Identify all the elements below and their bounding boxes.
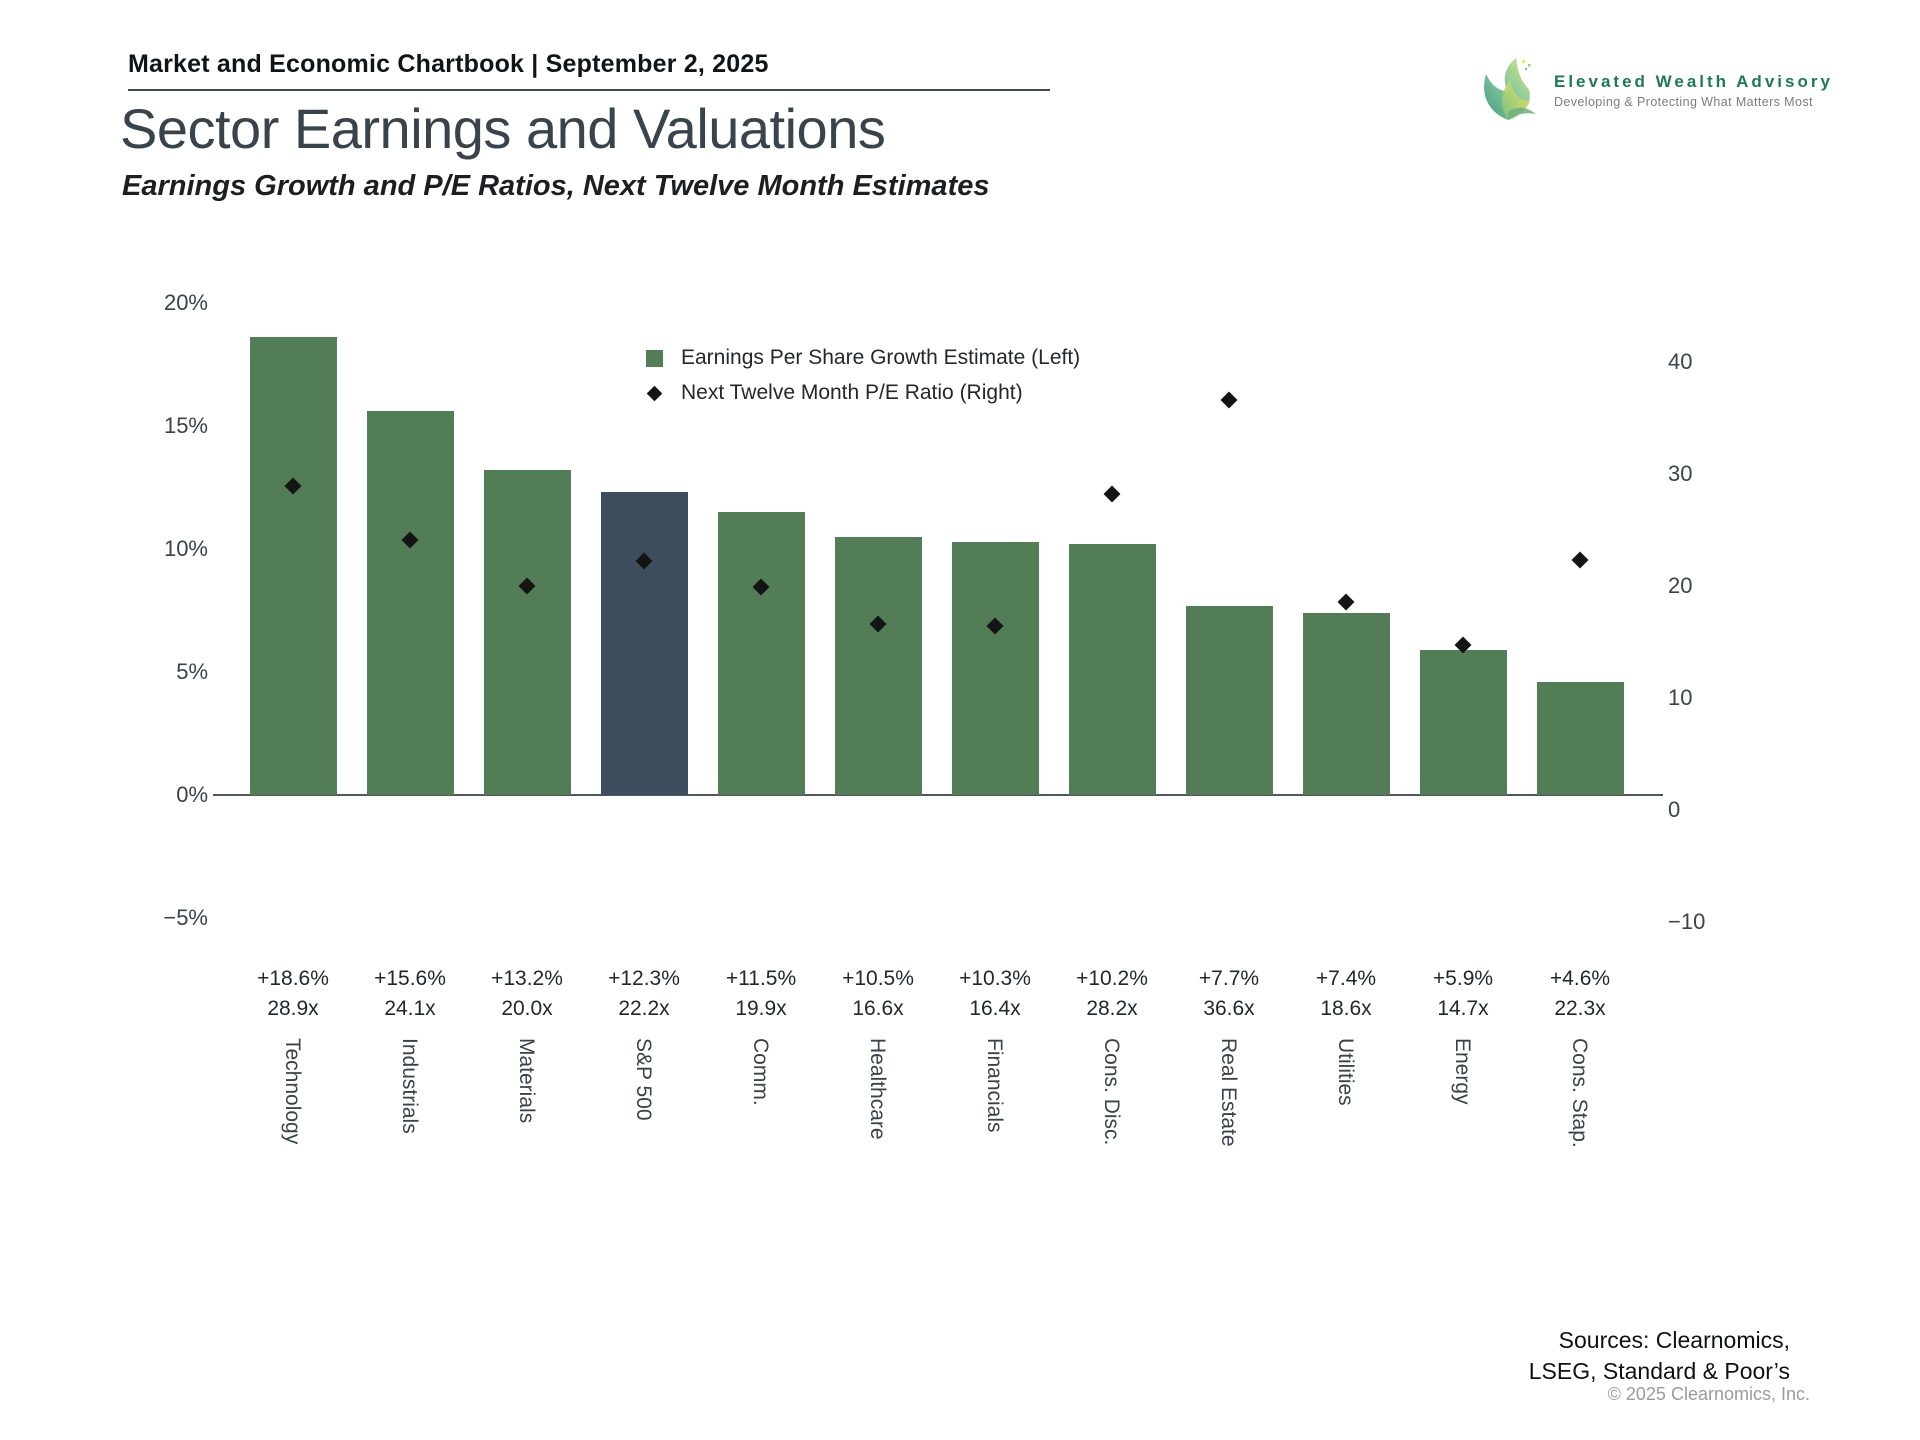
value-labels-technology: +18.6% 28.9x [228, 964, 358, 1024]
pe-value-label: 28.2x [1086, 997, 1138, 1020]
left-axis-tick-label: −5% [163, 905, 208, 930]
pe-diamond-real-estate [1220, 391, 1238, 409]
left-axis-tick-label: 20% [163, 290, 208, 315]
chartbook-header: Market and Economic Chartbook | Septembe… [128, 50, 769, 78]
sources-text: Sources: Clearnomics, LSEG, Standard & P… [1190, 1325, 1790, 1387]
pe-value-label: 14.7x [1437, 997, 1489, 1020]
right-axis-tick-label: −10 [1668, 909, 1706, 934]
value-labels-healthcare: +10.5% 16.6x [813, 964, 943, 1024]
right-axis-tick-label: 20 [1668, 573, 1693, 598]
header-divider [128, 89, 1050, 91]
pe-value-label: 22.2x [618, 997, 670, 1020]
pe-value-label: 18.6x [1320, 997, 1372, 1020]
category-label-cons-disc: Cons. Disc. [1100, 1038, 1123, 1146]
bar-energy [1419, 649, 1507, 795]
bar-industrials [366, 411, 454, 795]
growth-value-label: +5.9% [1432, 967, 1494, 990]
value-labels-utilities: +7.4% 18.6x [1281, 964, 1411, 1024]
page-title: Sector Earnings and Valuations [120, 97, 886, 160]
bar-real-estate [1185, 605, 1273, 795]
pe-value-label: 24.1x [384, 997, 436, 1020]
left-axis-tick-label: 10% [163, 536, 208, 561]
value-labels-s-p-500: +12.3% 22.2x [579, 964, 709, 1024]
black-diamond-icon [646, 385, 663, 402]
growth-value-label: +4.6% [1549, 967, 1611, 990]
pe-value-label: 20.0x [501, 997, 553, 1020]
right-axis-tick-label: 0 [1668, 797, 1681, 822]
bar-utilities [1302, 612, 1390, 795]
zero-baseline [213, 794, 1663, 796]
right-axis-tick-label: 10 [1668, 685, 1693, 710]
value-labels-financials: +10.3% 16.4x [930, 964, 1060, 1024]
pe-value-label: 16.4x [969, 997, 1021, 1020]
legend-item-eps-growth: Earnings Per Share Growth Estimate (Left… [646, 346, 1080, 370]
pe-value-label: 19.9x [735, 997, 787, 1020]
left-axis-tick-label: 15% [163, 413, 208, 438]
pe-diamond-cons-disc [1103, 485, 1121, 503]
bar-s-p-500 [600, 492, 688, 795]
value-labels-industrials: +15.6% 24.1x [345, 964, 475, 1024]
growth-value-label: +10.2% [1076, 967, 1148, 990]
value-labels-cons-stap: +4.6% 22.3x [1515, 964, 1645, 1024]
page-subtitle: Earnings Growth and P/E Ratios, Next Twe… [122, 170, 990, 202]
value-labels-materials: +13.2% 20.0x [462, 964, 592, 1024]
category-label-real-estate: Real Estate [1217, 1038, 1240, 1147]
bar-comm [717, 512, 805, 795]
bar-cons-stap [1536, 681, 1624, 795]
left-axis-tick-label: 5% [176, 659, 208, 684]
category-label-technology: Technology [281, 1038, 304, 1145]
sources-line1: Sources: Clearnomics, [1558, 1327, 1790, 1353]
growth-value-label: +18.6% [257, 967, 329, 990]
pe-value-label: 16.6x [852, 997, 904, 1020]
pe-diamond-cons-stap [1571, 551, 1589, 569]
pe-value-label: 22.3x [1554, 997, 1606, 1020]
copyright-text: © 2025 Clearnomics, Inc. [1607, 1384, 1810, 1404]
growth-value-label: +7.4% [1315, 967, 1377, 990]
pe-value-label: 28.9x [267, 997, 319, 1020]
growth-value-label: +12.3% [608, 967, 680, 990]
legend-label: Next Twelve Month P/E Ratio (Right) [681, 381, 1023, 404]
brand-tagline: Developing & Protecting What Matters Mos… [1554, 94, 1813, 109]
right-axis-tick-label: 30 [1668, 461, 1693, 486]
company-logo: Elevated Wealth Advisory Developing & Pr… [1478, 56, 1833, 124]
bar-technology [249, 337, 337, 795]
category-label-healthcare: Healthcare [866, 1038, 889, 1140]
category-label-utilities: Utilities [1334, 1038, 1357, 1106]
bar-cons-disc [1068, 544, 1156, 795]
value-labels-energy: +5.9% 14.7x [1398, 964, 1528, 1024]
growth-value-label: +13.2% [491, 967, 563, 990]
bar-financials [951, 541, 1039, 795]
leaf-swoosh-icon [1484, 58, 1536, 120]
growth-value-label: +15.6% [374, 967, 446, 990]
value-labels-cons-disc: +10.2% 28.2x [1047, 964, 1177, 1024]
left-axis-tick-label: 0% [176, 782, 208, 807]
value-labels-real-estate: +7.7% 36.6x [1164, 964, 1294, 1024]
bar-materials [483, 470, 571, 795]
value-labels-comm: +11.5% 19.9x [696, 964, 826, 1024]
pe-value-label: 36.6x [1203, 997, 1255, 1020]
category-label-cons-stap: Cons. Stap. [1568, 1038, 1591, 1148]
category-label-industrials: Industrials [398, 1038, 421, 1134]
bar-healthcare [834, 536, 922, 795]
growth-value-label: +10.5% [842, 967, 914, 990]
legend-label: Earnings Per Share Growth Estimate (Left… [681, 346, 1081, 369]
chart-legend: Earnings Per Share Growth Estimate (Left… [646, 346, 1080, 416]
legend-item-pe-ratio: Next Twelve Month P/E Ratio (Right) [646, 381, 1080, 405]
right-axis-tick-label: 40 [1668, 349, 1693, 374]
brand-name: Elevated Wealth Advisory [1554, 71, 1833, 91]
growth-value-label: +10.3% [959, 967, 1031, 990]
category-label-financials: Financials [983, 1038, 1006, 1133]
green-square-icon [646, 349, 663, 367]
category-label-materials: Materials [515, 1038, 538, 1124]
sources-line2: LSEG, Standard & Poor’s [1528, 1358, 1790, 1384]
growth-value-label: +7.7% [1198, 967, 1260, 990]
category-label-energy: Energy [1451, 1038, 1474, 1105]
category-label-s-p-500: S&P 500 [632, 1038, 655, 1121]
pe-diamond-utilities [1337, 593, 1355, 611]
category-label-comm: Comm. [749, 1038, 772, 1106]
growth-value-label: +11.5% [725, 967, 797, 990]
